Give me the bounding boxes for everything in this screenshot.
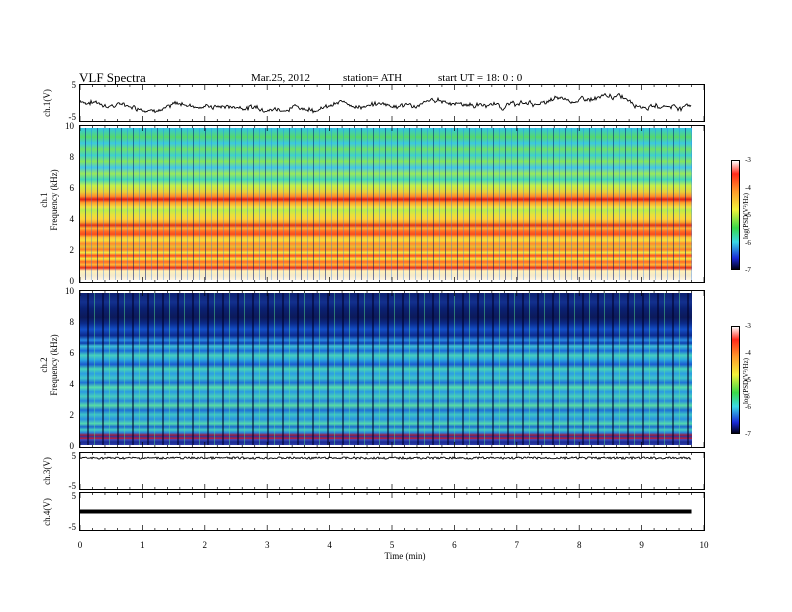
colorbar-tick-label: -6 xyxy=(745,403,751,411)
colorbar-tick-label: -7 xyxy=(745,430,751,438)
colorbar-tick-label: -4 xyxy=(745,349,751,357)
spec2-ytick: 8 xyxy=(69,317,75,327)
spectrogram-ch2 xyxy=(80,293,692,445)
colorbar-tick-label: -3 xyxy=(745,322,751,330)
colorbar-tick-label: -3 xyxy=(745,156,751,164)
ch4-ytick-bottom: -5 xyxy=(68,522,77,532)
colorbar-tick-label: -6 xyxy=(745,238,751,247)
ch4-ytick-top: 5 xyxy=(71,491,77,501)
spec1-ytick: 4 xyxy=(69,214,75,224)
ch1-signal-line xyxy=(80,92,692,114)
spec2-ytick: 2 xyxy=(69,410,75,420)
spec2-ytick: 0 xyxy=(69,441,75,451)
spec1-ytick: 2 xyxy=(69,245,75,255)
ch1-ytick-top: 5 xyxy=(71,80,77,90)
colorbar-ch1 xyxy=(731,160,740,270)
spec1-ytick: 10 xyxy=(65,121,74,131)
colorbar-ch2 xyxy=(731,326,740,434)
station-label: station= ATH xyxy=(343,72,403,84)
ch4-signal-band xyxy=(80,509,692,514)
x-tick-label: 3 xyxy=(264,540,270,550)
spec1-ytick: 8 xyxy=(69,152,75,162)
x-tick-label: 6 xyxy=(452,540,457,550)
colorbar-tick-label: -5 xyxy=(745,211,751,219)
ch3-ytick-bottom: -5 xyxy=(68,481,77,491)
start-time-label: start UT = 18: 0 : 0 xyxy=(438,72,523,84)
x-tick-label: 5 xyxy=(389,540,395,550)
colorbar-tick-label: -7 xyxy=(745,266,751,274)
ch4-trace xyxy=(80,509,692,514)
ch3-trace xyxy=(80,455,692,461)
colorbar-tick-label: -5 xyxy=(745,376,751,384)
spec1-ytick: 6 xyxy=(69,183,75,193)
spec2-ytick: 4 xyxy=(69,379,75,389)
ch1-ytick-bottom: -5 xyxy=(68,112,77,122)
x-tick-label: 2 xyxy=(202,540,208,550)
x-tick-label: 7 xyxy=(514,540,520,550)
ch3-ytick-top: 5 xyxy=(71,451,77,461)
x-tick-label: 1 xyxy=(140,540,145,550)
x-tick-label: 4 xyxy=(327,540,332,550)
x-tick-label: 9 xyxy=(639,540,644,550)
x-tick-label: 0 xyxy=(77,540,83,550)
spec2-ytick: 6 xyxy=(69,348,75,358)
x-tick-label: 10 xyxy=(699,540,709,550)
spec2-ytick: 10 xyxy=(65,286,74,296)
spectrogram-ch1 xyxy=(80,128,692,280)
spec1-ytick: 0 xyxy=(69,276,75,286)
x-tick-label: 8 xyxy=(576,540,582,550)
chart-title: VLF Spectra xyxy=(79,70,146,85)
ch3-signal-line xyxy=(80,455,692,461)
ch1-trace xyxy=(80,92,692,114)
date-label: Mar.25, 2012 xyxy=(251,72,310,84)
colorbar-tick-label: -4 xyxy=(745,183,751,192)
x-axis-label: Time (min) xyxy=(384,551,426,561)
